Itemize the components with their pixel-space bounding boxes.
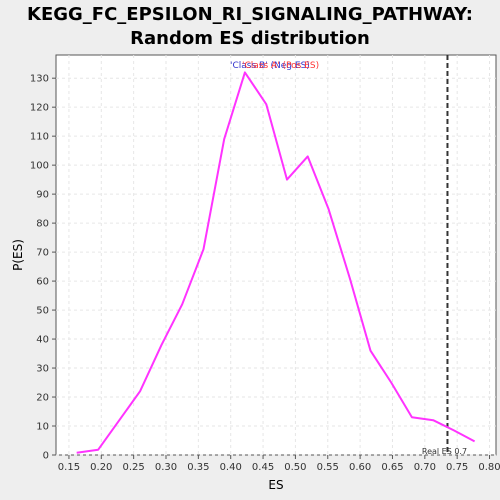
- x-tick-label: 0.35: [187, 462, 209, 473]
- y-tick-label: 30: [36, 364, 49, 375]
- y-axis-label: P(ES): [11, 239, 25, 271]
- x-tick-label: 0.30: [155, 462, 177, 473]
- real-es-label: Real ES 0.7: [422, 447, 467, 456]
- y-tick-label: 110: [30, 132, 49, 143]
- legend-entry-class-a: 'Class A' (Pos ES): [242, 61, 319, 71]
- x-axis-ticks: 0.15 0.20 0.25 0.30 0.35 0.40 0.45 0.50 0.55 0.60…: [58, 455, 500, 473]
- x-axis-label: ES: [268, 478, 283, 492]
- plot-area: [55, 54, 497, 456]
- x-tick-label: 0.45: [252, 462, 274, 473]
- x-tick-label: 0.65: [381, 462, 403, 473]
- x-tick-label: 0.50: [284, 462, 306, 473]
- y-tick-label: 90: [36, 190, 49, 201]
- y-tick-label: 70: [36, 248, 49, 259]
- y-tick-label: 130: [30, 74, 49, 85]
- grid-layer: [56, 55, 496, 456]
- x-tick-label: 0.20: [90, 462, 112, 473]
- x-tick-label: 0.60: [349, 462, 371, 473]
- x-tick-label: 0.80: [478, 462, 500, 473]
- y-tick-label: 60: [36, 277, 49, 288]
- y-tick-label: 80: [36, 219, 49, 230]
- y-tick-label: 0: [43, 451, 49, 462]
- y-tick-label: 20: [36, 393, 49, 404]
- chart-subtitle: Random ES distribution: [130, 28, 370, 49]
- y-tick-label: 40: [36, 335, 49, 346]
- chart-title: KEGG_FC_EPSILON_RI_SIGNALING_PATHWAY:: [27, 4, 473, 25]
- series-layer: [76, 71, 476, 454]
- x-tick-label: 0.75: [446, 462, 468, 473]
- x-tick-label: 0.25: [123, 462, 145, 473]
- legend-entry-class-b: 'Class B' (Neg ES): [230, 61, 310, 71]
- y-tick-label: 50: [36, 306, 49, 317]
- y-tick-label: 100: [30, 161, 49, 172]
- x-tick-label: 0.55: [317, 462, 339, 473]
- y-tick-label: 120: [30, 103, 49, 114]
- y-axis-ticks: 0 10 20 30 40 50 60 70 80 90 100 110 120 130: [30, 74, 56, 462]
- y-tick-label: 10: [36, 422, 49, 433]
- x-tick-label: 0.70: [414, 462, 436, 473]
- x-tick-label: 0.40: [220, 462, 242, 473]
- x-tick-label: 0.15: [58, 462, 80, 473]
- es-distribution-line: [76, 71, 476, 454]
